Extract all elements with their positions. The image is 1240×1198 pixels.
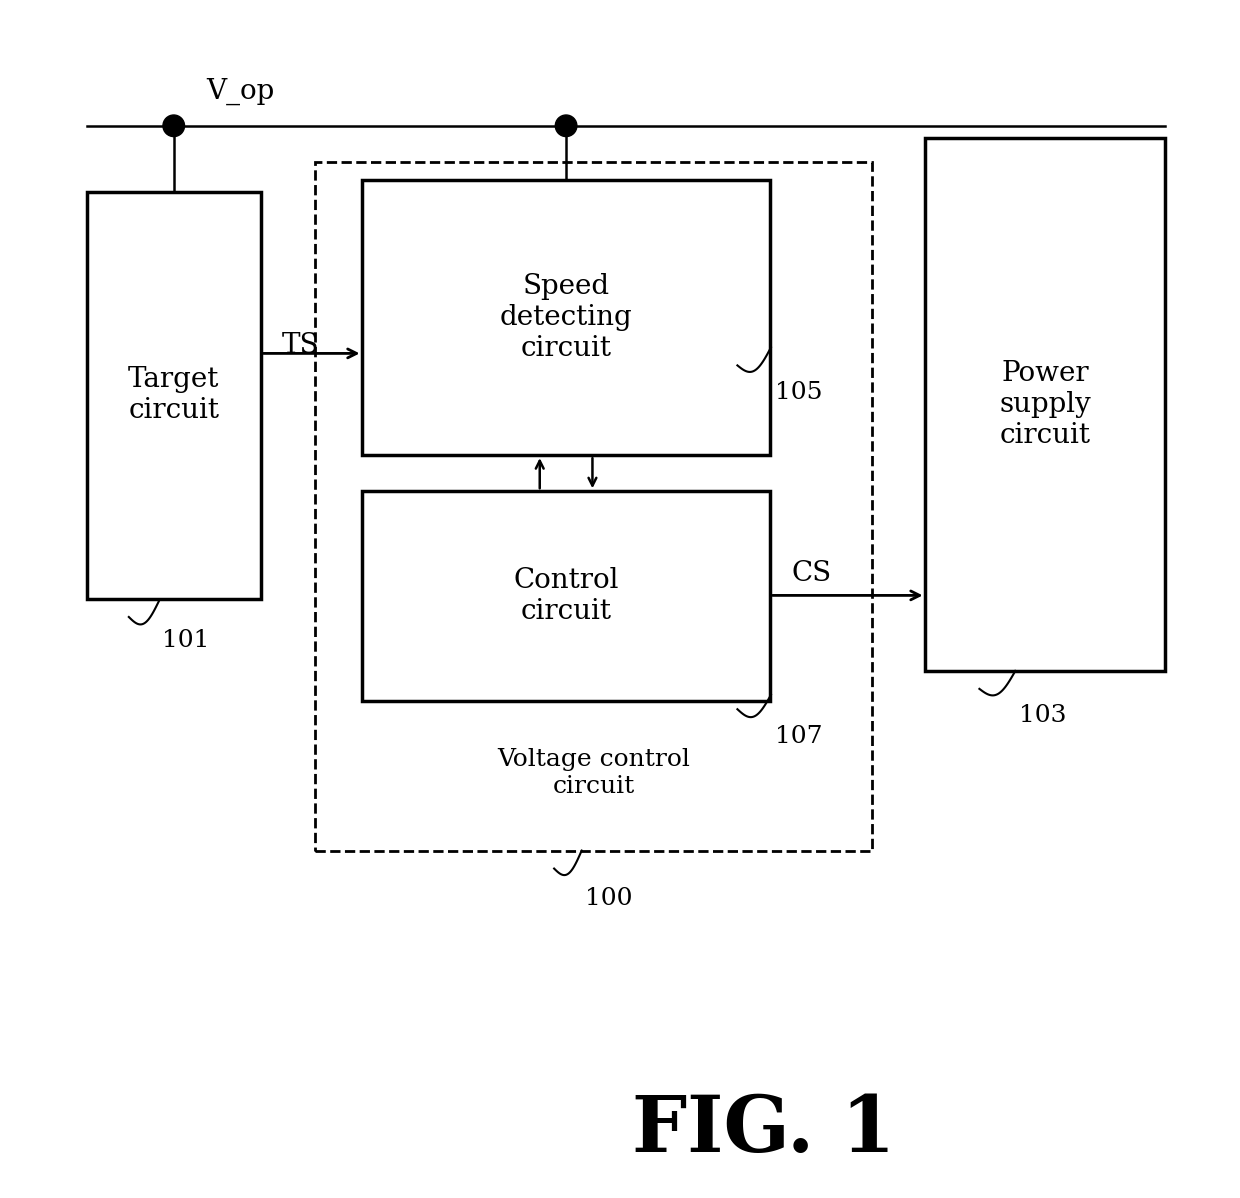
Circle shape xyxy=(556,115,577,137)
Text: Voltage control
circuit: Voltage control circuit xyxy=(497,748,691,798)
Bar xyxy=(87,192,260,599)
Text: 105: 105 xyxy=(775,381,822,404)
Text: Control
circuit: Control circuit xyxy=(513,567,619,625)
Bar xyxy=(925,138,1166,671)
Bar xyxy=(362,491,770,701)
Text: 103: 103 xyxy=(1019,704,1066,727)
Text: Target
circuit: Target circuit xyxy=(128,367,219,424)
Text: CS: CS xyxy=(791,559,832,587)
Text: FIG. 1: FIG. 1 xyxy=(632,1091,895,1168)
Bar xyxy=(362,180,770,455)
Text: Power
supply
circuit: Power supply circuit xyxy=(999,359,1091,449)
Text: 107: 107 xyxy=(775,725,822,748)
Circle shape xyxy=(162,115,185,137)
Text: Speed
detecting
circuit: Speed detecting circuit xyxy=(500,273,632,362)
Text: V_op: V_op xyxy=(207,78,275,105)
Text: 101: 101 xyxy=(162,629,210,652)
Text: TS: TS xyxy=(283,332,320,359)
Bar xyxy=(315,162,872,851)
Text: 100: 100 xyxy=(585,887,632,909)
